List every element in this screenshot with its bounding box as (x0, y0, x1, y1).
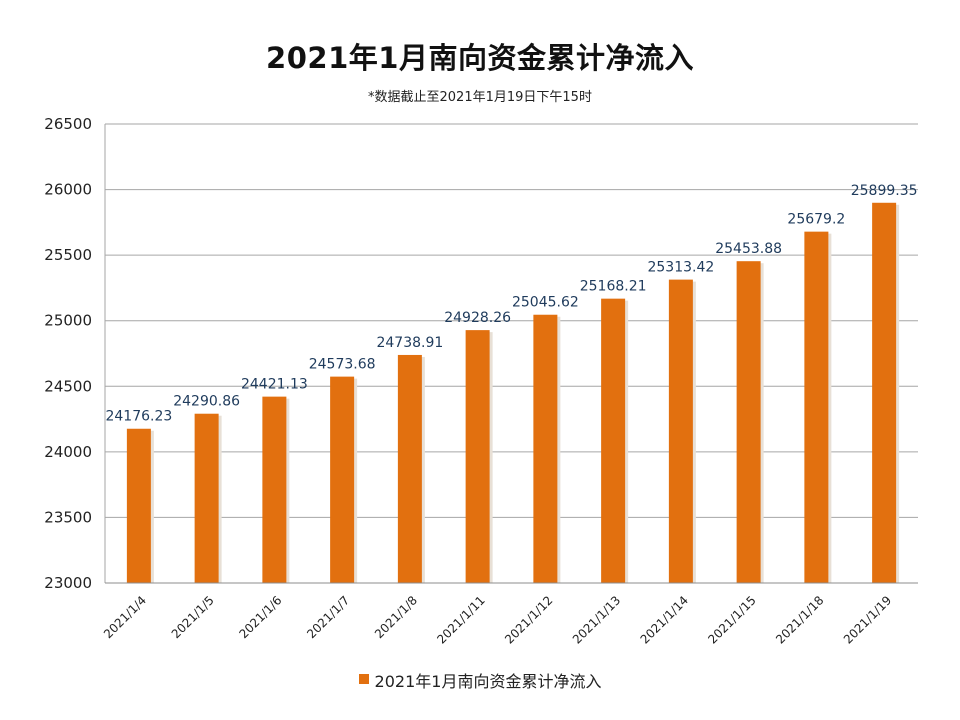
legend: 2021年1月南向资金累计净流入 (0, 668, 960, 692)
gridlines (105, 123, 918, 584)
bar (668, 279, 693, 583)
data-label: 25679.2 (787, 212, 845, 228)
data-label: 25168.21 (580, 279, 647, 295)
data-label: 24573.68 (309, 357, 376, 373)
x-tick-label: 2021/1/13 (570, 593, 623, 646)
y-tick-label: 25000 (44, 312, 92, 330)
data-label: 24421.13 (241, 377, 308, 393)
legend-swatch (358, 674, 369, 684)
y-tick-label: 25500 (44, 246, 92, 264)
data-label: 24928.26 (444, 310, 511, 326)
bar (126, 428, 151, 583)
chart-title: 2021年1月南向资金累计净流入 (266, 41, 694, 75)
x-tick-label: 2021/1/11 (434, 593, 487, 646)
bar (872, 202, 897, 584)
bars (126, 202, 900, 584)
data-label: 25313.42 (647, 260, 714, 276)
x-tick-label: 2021/1/15 (705, 593, 758, 646)
y-tick-label: 24500 (44, 377, 92, 395)
bar (736, 261, 761, 583)
data-label: 25453.88 (715, 241, 782, 257)
data-label: 24738.91 (376, 335, 443, 351)
value-labels: 24176.2324290.8624421.1324573.6824738.91… (105, 183, 917, 425)
data-label: 25045.62 (512, 295, 579, 311)
data-label: 25899.35 (851, 183, 918, 199)
y-tick-label: 23500 (44, 508, 92, 526)
x-tick-label: 2021/1/14 (638, 593, 691, 646)
y-tick-label: 23000 (44, 574, 92, 592)
y-tick-label: 26500 (44, 115, 92, 133)
x-tick-label: 2021/1/8 (372, 593, 420, 641)
y-tick-label: 26000 (44, 181, 92, 199)
bar (601, 298, 626, 583)
x-tick-label: 2021/1/18 (773, 593, 826, 646)
x-tick-label: 2021/1/4 (101, 593, 149, 641)
data-label: 24290.86 (173, 394, 240, 410)
chart-subtitle: *数据截止至2021年1月19日下午15时 (368, 90, 592, 105)
x-axis: 2021/1/4 2021/1/5 2021/1/6 2021/1/7 2021/1/8… (101, 582, 918, 647)
data-label: 24176.23 (105, 409, 172, 425)
bar (194, 413, 219, 583)
bar (397, 354, 422, 583)
x-tick-label: 2021/1/5 (169, 593, 217, 641)
bar (465, 330, 490, 583)
x-tick-label: 2021/1/7 (304, 593, 352, 641)
bar (533, 314, 558, 583)
y-axis: 23000 23500 24000 24500 25000 25500 26000 26500 (44, 115, 106, 592)
y-tick-label: 24000 (44, 443, 92, 461)
x-tick-label: 2021/1/6 (236, 593, 284, 641)
legend-label: 2021年1月南向资金累计净流入 (374, 672, 602, 691)
bar (330, 376, 355, 583)
x-tick-label: 2021/1/12 (502, 593, 555, 646)
x-tick-label: 2021/1/19 (841, 593, 894, 646)
bar (262, 396, 287, 583)
bar (804, 231, 829, 583)
